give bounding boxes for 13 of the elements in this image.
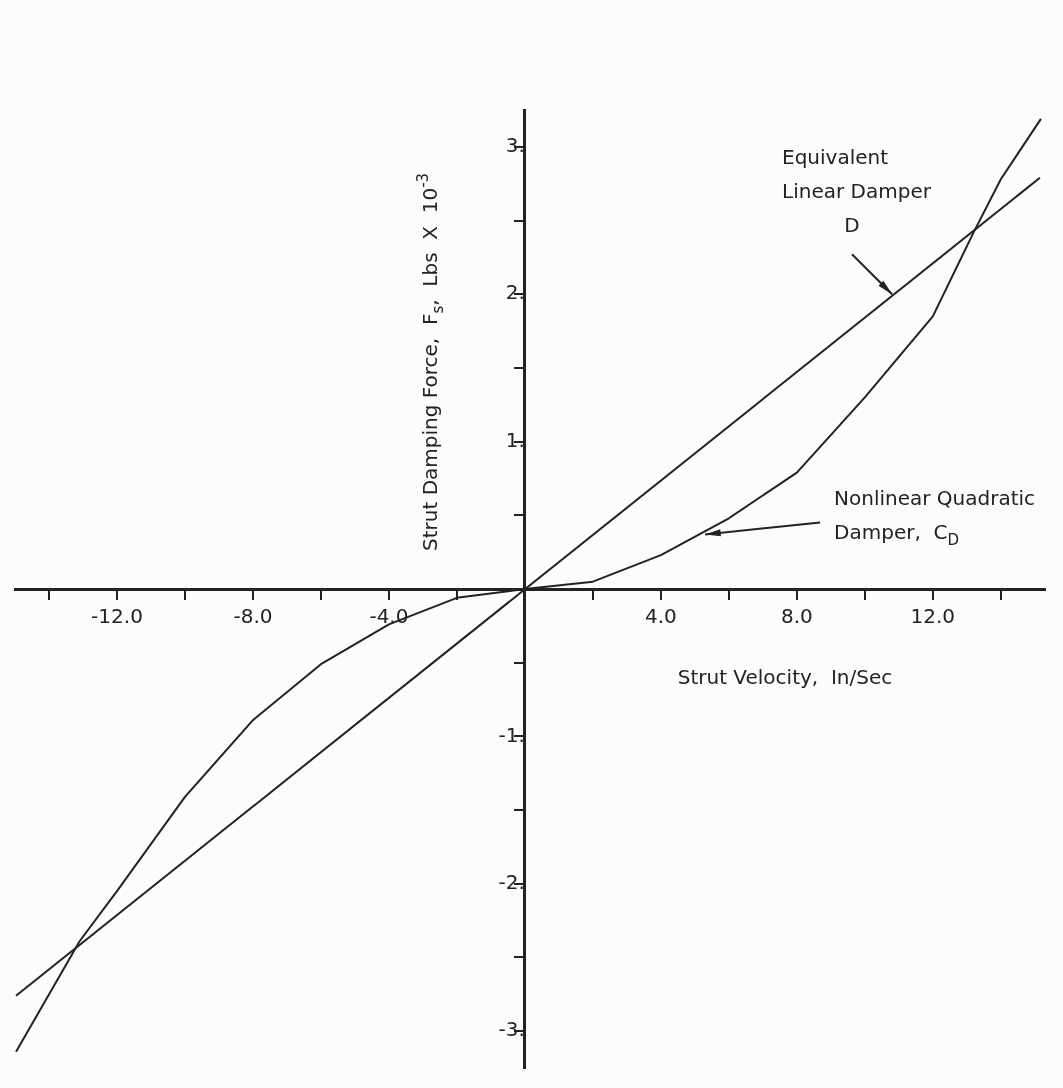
y-tick-label: -2. — [498, 869, 525, 894]
annotation: Equivalent Linear Damper D — [782, 145, 932, 238]
x-axis-title: Strut Velocity, In/Sec — [677, 665, 893, 689]
y-tick-label: -1. — [498, 722, 525, 747]
x-tick-label: -12.0 — [91, 604, 143, 629]
y-tick-label: 2. — [505, 280, 525, 305]
x-tick-label: 8.0 — [780, 604, 813, 629]
x-tick-label: -4.0 — [369, 604, 409, 629]
x-tick-label: -8.0 — [233, 604, 273, 629]
x-tick-label: 12.0 — [910, 604, 956, 629]
y-axis-title: Strut Damping Force, Fs, Lbs X 10-3 — [413, 172, 447, 551]
y-tick-label: -3. — [498, 1017, 525, 1042]
x-tick-label: 4.0 — [644, 604, 677, 629]
